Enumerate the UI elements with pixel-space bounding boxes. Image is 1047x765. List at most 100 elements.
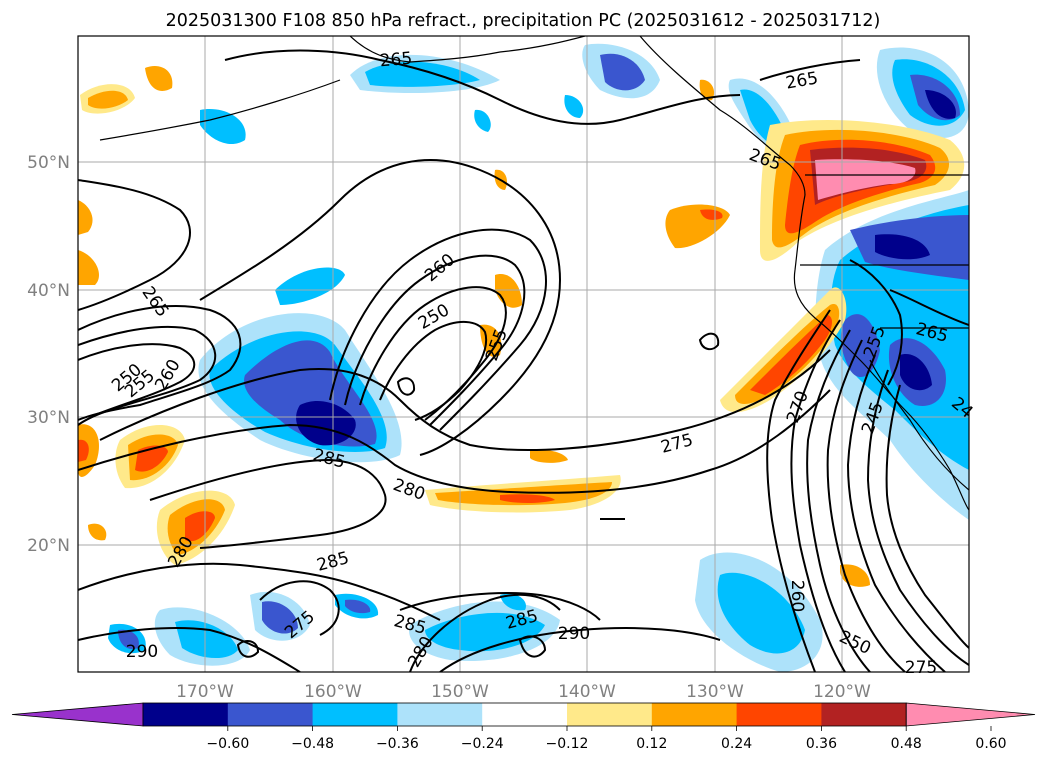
colorbar-tick-label: −0.36 [376, 736, 419, 752]
pos-region [78, 250, 99, 285]
lon-label-120w: 120°W [813, 682, 871, 702]
lat-label-40n: 40°N [27, 281, 70, 301]
contour-285-south [78, 562, 441, 621]
colorbar-tick-label: 0.36 [806, 736, 837, 752]
pos-region [185, 511, 215, 542]
contour-285-southcentral [399, 592, 601, 621]
neg-region [345, 599, 371, 614]
contour-label: 265 [379, 49, 413, 72]
pos-region [78, 200, 93, 235]
contour-250-west [78, 343, 196, 416]
contour-280-central [78, 389, 831, 494]
neg-region [118, 629, 139, 650]
contour-270-central [199, 159, 562, 456]
colorbar-segment [482, 703, 568, 726]
contour-290-southcentral [439, 627, 721, 672]
colorbar-segment [651, 703, 738, 726]
contour-265-northeast [759, 59, 861, 81]
colorbar-tick-label: 0.60 [975, 736, 1006, 752]
alaska-panhandle-coast [639, 36, 806, 196]
pos-region [78, 439, 89, 462]
colorbar-segment [736, 703, 822, 726]
neg-region [262, 601, 298, 634]
alaska-coast [349, 36, 586, 63]
contour-label: 290 [558, 624, 590, 644]
lat-label-20n: 20°N [27, 536, 70, 556]
contour-240-east [885, 384, 969, 649]
contour-260-east [806, 329, 871, 672]
colorbar-tick-label: 0.12 [636, 736, 667, 752]
contour-275-central [99, 349, 831, 451]
colorbar-tick-label: −0.12 [546, 736, 589, 752]
contour-label: 275 [905, 658, 937, 678]
pos-region [530, 449, 568, 463]
contour-265-north [224, 49, 741, 125]
aleutian-islands [99, 79, 341, 141]
latitude-labels: 50°N 40°N 30°N 20°N [27, 153, 70, 556]
colorbar-extend-high [905, 702, 1036, 727]
lon-label-160w: 160°W [304, 682, 362, 702]
lon-label-140w: 140°W [558, 682, 616, 702]
lon-label-150w: 150°W [431, 682, 489, 702]
colorbar-segment [821, 703, 907, 726]
contour-270-east [766, 309, 831, 672]
pos-region [500, 494, 555, 503]
colorbar-segment [143, 703, 229, 726]
baja-coast [869, 359, 969, 491]
colorbar: −0.60 −0.48 −0.36 −0.24 −0.12 0.12 0.24 0.36 0.4… [11, 702, 1036, 752]
pos-region [435, 482, 612, 506]
neg-region [564, 95, 584, 118]
neg-region [600, 53, 645, 91]
colorbar-tick-label: 0.48 [891, 736, 922, 752]
colorbar-outline [142, 702, 907, 727]
pos-region [750, 315, 832, 395]
contour-245-east [866, 369, 969, 666]
map-frame [77, 35, 970, 673]
contour-255-central [344, 254, 526, 426]
neg-region [200, 109, 246, 145]
contour-275-southwest [259, 580, 340, 636]
pos-region [135, 445, 168, 472]
pos-region [700, 209, 723, 220]
neg-region [925, 90, 956, 119]
contour-245-central [379, 321, 488, 421]
lon-label-130w: 130°W [686, 682, 744, 702]
contour-250-east [846, 354, 946, 672]
colorbar-tick-label: −0.60 [206, 736, 249, 752]
colorbar-extend-low [11, 702, 144, 727]
neg-region [474, 109, 491, 132]
neg-region [275, 267, 345, 305]
lat-label-50n: 50°N [27, 153, 70, 173]
coastlines [99, 36, 969, 511]
contour-closed-small-4 [518, 635, 547, 658]
neg-region [500, 593, 526, 611]
refractivity-contours [78, 49, 969, 672]
colorbar-tick-label: −0.24 [461, 736, 504, 752]
colorbar-segment [312, 703, 398, 726]
colorbar-segment [227, 703, 314, 726]
neg-region [875, 234, 930, 260]
lat-label-30n: 30°N [27, 408, 70, 428]
colorbar-segment [567, 703, 653, 726]
contour-290-south [78, 627, 301, 672]
north-america-west-coast [793, 194, 969, 511]
contour-255-northeast [849, 259, 903, 386]
contour-closed-small-3 [236, 639, 260, 658]
contour-label: 290 [126, 642, 158, 662]
colorbar-tick-label: −0.48 [291, 736, 334, 752]
colorbar-tick-label: 0.24 [721, 736, 752, 752]
contour-closed-small-1 [396, 377, 416, 396]
contour-280-southcentral [409, 593, 561, 672]
neg-region [425, 612, 545, 652]
longitude-labels: 170°W 160°W 150°W 140°W 130°W 120°W [176, 682, 871, 702]
contour-260-central [329, 228, 547, 431]
contour-265-east [790, 319, 846, 672]
colorbar-segment [397, 703, 483, 726]
lon-label-170w: 170°W [176, 682, 234, 702]
contour-265-northeast-2 [889, 289, 969, 326]
neg-region [900, 354, 932, 391]
pos-region [815, 159, 916, 200]
neg-region [175, 620, 238, 659]
